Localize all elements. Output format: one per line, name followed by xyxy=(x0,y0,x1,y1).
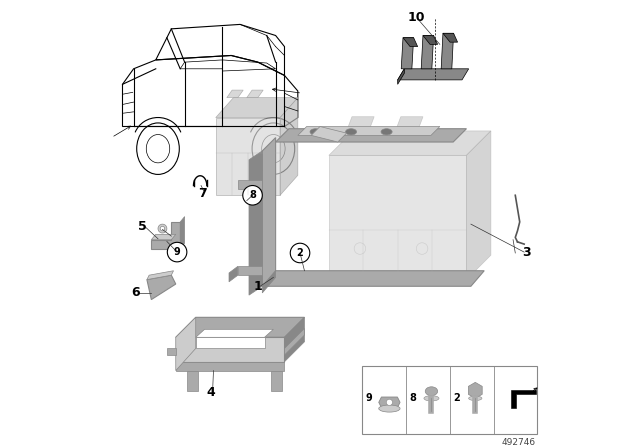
Polygon shape xyxy=(329,131,491,155)
Text: 1: 1 xyxy=(253,280,262,293)
Polygon shape xyxy=(196,329,273,337)
Ellipse shape xyxy=(379,405,400,412)
Text: 2: 2 xyxy=(453,393,460,403)
Polygon shape xyxy=(262,271,484,286)
Polygon shape xyxy=(511,390,536,408)
Polygon shape xyxy=(176,317,196,370)
Polygon shape xyxy=(401,38,413,69)
Polygon shape xyxy=(151,234,176,240)
Ellipse shape xyxy=(424,396,439,401)
Polygon shape xyxy=(180,216,184,249)
Polygon shape xyxy=(176,317,305,337)
Polygon shape xyxy=(441,33,454,69)
Polygon shape xyxy=(238,266,262,275)
Circle shape xyxy=(160,226,164,231)
Text: 2: 2 xyxy=(297,248,303,258)
Polygon shape xyxy=(443,33,458,42)
Polygon shape xyxy=(347,117,374,131)
Polygon shape xyxy=(147,275,176,300)
Polygon shape xyxy=(151,222,180,249)
Text: 492746: 492746 xyxy=(501,438,535,447)
Polygon shape xyxy=(229,266,238,282)
Text: 3: 3 xyxy=(522,246,531,259)
Polygon shape xyxy=(176,362,285,370)
Polygon shape xyxy=(311,126,347,142)
Polygon shape xyxy=(329,155,467,280)
Polygon shape xyxy=(467,131,491,280)
Polygon shape xyxy=(397,69,404,84)
Ellipse shape xyxy=(381,129,392,135)
Text: 8: 8 xyxy=(410,393,417,403)
Polygon shape xyxy=(423,35,438,44)
Text: 6: 6 xyxy=(131,286,140,299)
Polygon shape xyxy=(216,118,280,195)
Polygon shape xyxy=(167,349,176,355)
Polygon shape xyxy=(196,337,264,349)
Polygon shape xyxy=(271,370,282,391)
Polygon shape xyxy=(247,90,263,98)
Text: 10: 10 xyxy=(408,11,426,24)
Polygon shape xyxy=(379,397,400,408)
Polygon shape xyxy=(397,69,468,80)
Ellipse shape xyxy=(425,387,438,396)
Polygon shape xyxy=(262,271,276,293)
Polygon shape xyxy=(262,138,276,286)
Polygon shape xyxy=(227,90,243,98)
Polygon shape xyxy=(176,337,285,362)
Circle shape xyxy=(387,399,392,405)
Circle shape xyxy=(158,224,167,233)
Polygon shape xyxy=(468,382,482,398)
Text: 9: 9 xyxy=(173,247,180,257)
Ellipse shape xyxy=(346,129,356,135)
Text: 9: 9 xyxy=(365,393,372,403)
Text: 5: 5 xyxy=(138,220,147,233)
Polygon shape xyxy=(187,370,198,391)
Polygon shape xyxy=(216,98,298,118)
Polygon shape xyxy=(276,129,467,142)
Polygon shape xyxy=(249,151,262,295)
Bar xyxy=(362,366,538,434)
Polygon shape xyxy=(147,271,173,280)
Polygon shape xyxy=(280,98,298,195)
Ellipse shape xyxy=(468,396,482,401)
Circle shape xyxy=(167,242,187,262)
Circle shape xyxy=(291,243,310,263)
Ellipse shape xyxy=(310,129,321,135)
Text: 4: 4 xyxy=(207,386,216,399)
Polygon shape xyxy=(403,38,418,47)
Polygon shape xyxy=(238,180,262,189)
Circle shape xyxy=(243,185,262,205)
Text: 8: 8 xyxy=(249,190,256,200)
Polygon shape xyxy=(396,117,423,131)
Polygon shape xyxy=(285,317,305,362)
Polygon shape xyxy=(285,328,305,355)
Polygon shape xyxy=(421,35,434,69)
Polygon shape xyxy=(298,126,440,135)
Text: 7: 7 xyxy=(198,187,207,200)
